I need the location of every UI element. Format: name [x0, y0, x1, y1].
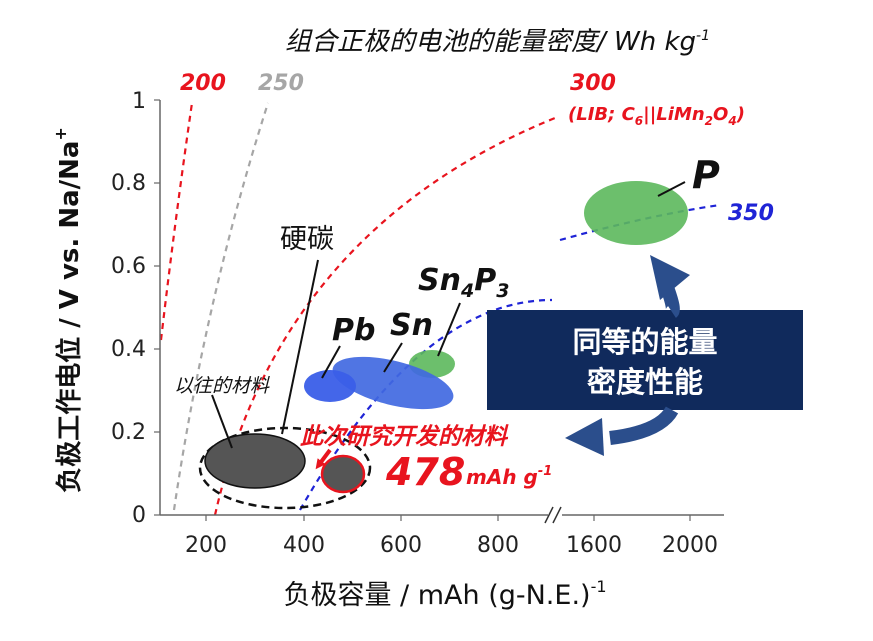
y-tick-label: 0: [132, 503, 146, 528]
curve-label-250: 250: [258, 71, 304, 96]
y-axis-title: 负极工作电位 / V vs. Na/Na+: [51, 127, 85, 493]
label-sn: Sn: [390, 308, 433, 343]
y-tick-label: 0.6: [111, 254, 146, 279]
label-previous-materials: 以往的材料: [174, 375, 270, 397]
axis-break-marks: [544, 506, 562, 524]
label-hard-carbon: 硬碳: [280, 224, 334, 255]
callout-box: [487, 310, 803, 410]
label-pb: Pb: [332, 313, 375, 348]
label-sn4p3: Sn4P3: [418, 263, 509, 302]
x-tick-label: 800: [477, 533, 519, 558]
equivalence-arrow: [565, 255, 690, 456]
callout-line-1: 同等的能量: [572, 325, 717, 359]
curve-200: [160, 102, 194, 341]
y-tick-label: 0.8: [111, 171, 146, 196]
material-p-blob: [584, 181, 688, 245]
curve-250: [172, 102, 270, 511]
previous-materials-outline: [198, 426, 372, 510]
curve-label-300: 300: [570, 71, 616, 96]
material-sn-blob: [332, 356, 454, 410]
label-this-work: 此次研究开发的材料: [300, 424, 509, 450]
label-capacity-value: 478: [385, 450, 465, 494]
y-tick-label: 1: [132, 89, 146, 114]
curve-350-right: [559, 203, 721, 242]
x-tick-label: 1600: [566, 533, 622, 558]
curve-label-350: 350: [728, 201, 774, 226]
new-material-blob: [320, 454, 366, 494]
x-tick-label: 2000: [662, 533, 718, 558]
hard-carbon-blob: [204, 433, 306, 489]
x-tick-label: 400: [283, 533, 325, 558]
curve-label-200: 200: [180, 71, 226, 96]
y-tick-label: 0.4: [111, 337, 146, 362]
callout-line-2: 密度性能: [587, 365, 703, 399]
label-p: P: [692, 153, 720, 197]
chart-title: 组合正极的电池的能量密度/ Wh kg-1: [285, 27, 710, 57]
x-tick-label: 600: [380, 533, 422, 558]
label-capacity-unit: mAh g-1: [466, 464, 552, 489]
curve-note-300: (LIB; C6||LiMn2O4): [568, 104, 745, 128]
this-work-arrow: [315, 448, 332, 470]
y-tick-label: 0.2: [111, 420, 146, 445]
x-tick-label: 200: [185, 533, 227, 558]
x-axis-title: 负极容量 / mAh (g-N.E.)-1: [283, 577, 606, 611]
material-pb-blob: [304, 370, 356, 402]
leader-lines: [211, 181, 686, 449]
